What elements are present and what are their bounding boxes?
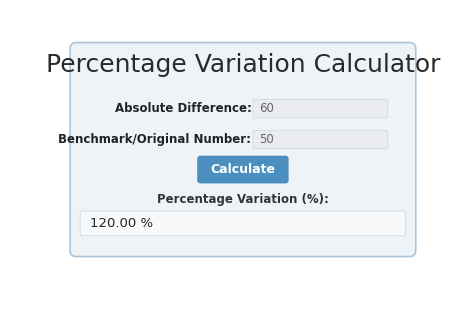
Text: Percentage Variation (%):: Percentage Variation (%):	[157, 193, 329, 206]
Text: Percentage Variation Calculator: Percentage Variation Calculator	[46, 53, 440, 77]
Text: 120.00 %: 120.00 %	[90, 217, 154, 230]
Text: Absolute Difference:: Absolute Difference:	[115, 102, 251, 115]
FancyBboxPatch shape	[253, 130, 388, 149]
FancyBboxPatch shape	[253, 99, 388, 118]
FancyBboxPatch shape	[197, 156, 289, 184]
FancyBboxPatch shape	[70, 43, 416, 257]
FancyBboxPatch shape	[80, 211, 406, 236]
Text: Benchmark/Original Number:: Benchmark/Original Number:	[58, 133, 251, 146]
Text: 50: 50	[259, 133, 274, 146]
Text: 60: 60	[259, 102, 274, 115]
Text: Calculate: Calculate	[210, 163, 275, 176]
